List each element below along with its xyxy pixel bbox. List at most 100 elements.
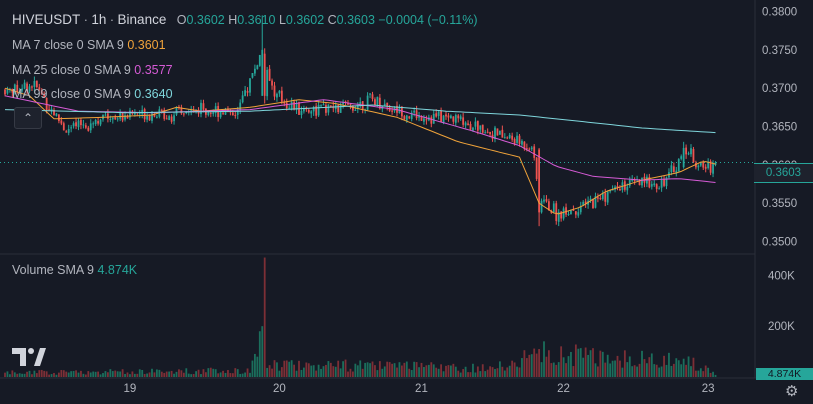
volume-bar: [77, 372, 80, 377]
candle-body: [354, 109, 357, 111]
volume-bar: [423, 367, 425, 377]
volume-bar: [43, 370, 46, 377]
close-value: 0.3603: [336, 13, 375, 27]
volume-bar: [496, 368, 499, 377]
candle-body: [601, 192, 604, 200]
ma99-value: 0.3640: [134, 87, 173, 101]
candle-body: [99, 119, 102, 125]
volume-bar: [334, 366, 337, 377]
volume-bar: [467, 372, 469, 377]
volume-bar: [322, 366, 325, 377]
ma-line-ma99: [4, 104, 716, 134]
candle-body: [256, 65, 259, 70]
candle-body: [386, 102, 389, 107]
volume-bar: [315, 370, 318, 377]
candle-body: [244, 90, 246, 96]
volume-bar: [337, 360, 340, 377]
ma25-label: MA 25 close 0 SMA 9: [12, 63, 131, 77]
candle-body: [4, 89, 6, 95]
volume-bar: [442, 371, 445, 377]
volume-bar: [207, 368, 210, 377]
candle-body: [697, 165, 700, 168]
candle-body: [525, 148, 528, 150]
volume-bar: [146, 373, 148, 377]
volume-bar: [222, 370, 224, 377]
candle-body: [67, 129, 70, 133]
candle-body: [423, 118, 425, 122]
volume-bar: [391, 363, 393, 377]
volume-value-tag: 4.874K: [756, 368, 813, 380]
ma-line-ma7: [4, 87, 716, 215]
volume-bar: [503, 370, 506, 377]
volume-bar: [170, 370, 173, 377]
candle-body: [374, 99, 376, 106]
candle-body: [501, 129, 504, 138]
volume-bar: [543, 341, 545, 377]
candle-body: [572, 209, 575, 211]
candle-body: [339, 104, 342, 113]
volume-bar: [305, 362, 308, 377]
volume-bar: [212, 368, 215, 377]
volume-bar: [489, 366, 491, 377]
candle-body: [119, 112, 122, 119]
volume-bar: [75, 370, 77, 377]
volume-bar: [82, 373, 85, 377]
candle-body: [707, 161, 710, 169]
volume-bar: [454, 366, 457, 377]
volume-bar: [332, 366, 335, 377]
candle-body: [320, 105, 322, 107]
symbol-name[interactable]: HIVEUSDT: [12, 12, 81, 27]
volume-bar: [587, 354, 589, 377]
candle-body: [207, 111, 210, 116]
candle-body: [565, 207, 567, 215]
ma99-legend[interactable]: MA 99 close 0 SMA 9 0.3640: [12, 87, 173, 101]
volume-bar: [261, 326, 264, 377]
settings-gear-icon[interactable]: ⚙: [785, 383, 799, 400]
volume-bar: [381, 368, 384, 377]
interval[interactable]: 1h: [91, 12, 107, 27]
volume-bar: [214, 369, 217, 377]
candle-body: [288, 107, 291, 109]
candle-body: [342, 102, 344, 105]
candle-body: [513, 138, 516, 144]
candle-body: [459, 116, 462, 120]
candle-body: [469, 124, 472, 130]
candle-body: [582, 201, 585, 206]
volume-legend[interactable]: Volume SMA 9 4.874K: [12, 263, 137, 277]
candle-body: [23, 82, 26, 89]
volume-bar: [432, 364, 435, 377]
candle-body: [129, 110, 131, 118]
volume-bar: [356, 365, 359, 377]
volume-bar: [31, 374, 33, 377]
candle-body: [503, 137, 506, 139]
candle-body: [165, 118, 168, 120]
volume-bar: [418, 367, 420, 377]
candle-body: [658, 188, 661, 190]
volume-bar: [579, 348, 582, 377]
candle-body: [6, 88, 9, 94]
candle-body: [160, 109, 163, 111]
volume-bar: [278, 370, 281, 377]
volume-bar: [151, 368, 153, 377]
collapse-legend-button[interactable]: ⌃: [14, 107, 42, 129]
candle-body: [222, 112, 224, 114]
volume-bar: [574, 344, 577, 377]
volume-bar: [219, 372, 222, 377]
candle-body: [251, 73, 254, 78]
volume-bar: [366, 362, 369, 377]
volume-bar: [231, 373, 234, 377]
ma25-legend[interactable]: MA 25 close 0 SMA 9 0.3577: [12, 63, 173, 77]
candle-body: [352, 105, 354, 111]
candle-body: [562, 208, 565, 219]
volume-bar: [205, 372, 207, 377]
volume-bar: [131, 371, 134, 377]
candle-body: [254, 68, 256, 74]
volume-bar: [62, 370, 65, 377]
volume-bar: [9, 374, 11, 377]
volume-bar: [535, 353, 538, 377]
tradingview-logo-icon[interactable]: [10, 344, 46, 370]
ma7-legend[interactable]: MA 7 close 0 SMA 9 0.3601: [12, 38, 166, 52]
volume-bar: [462, 369, 465, 377]
candle-body: [410, 112, 413, 120]
